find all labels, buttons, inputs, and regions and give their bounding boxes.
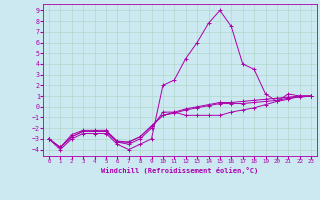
X-axis label: Windchill (Refroidissement éolien,°C): Windchill (Refroidissement éolien,°C) — [101, 167, 259, 174]
